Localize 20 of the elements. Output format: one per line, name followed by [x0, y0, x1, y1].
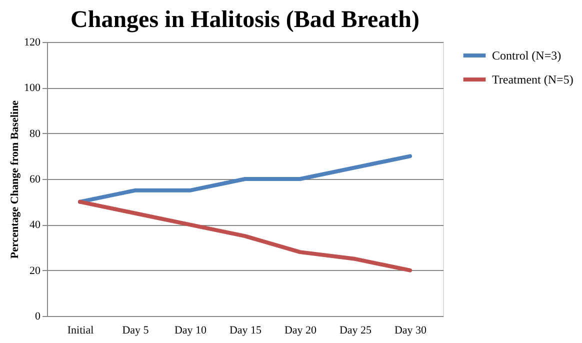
line-series [78, 200, 412, 272]
x-tick-label: Initial [67, 324, 94, 336]
y-axis-title: Percentage Change from Baseline [9, 100, 21, 259]
y-tick-label: 40 [30, 219, 41, 232]
y-tick-label: 100 [24, 82, 41, 94]
legend-label: Control (N=3) [492, 48, 562, 62]
y-tick-label: 20 [30, 264, 41, 277]
legend-label: Treatment (N=5) [492, 72, 574, 86]
y-tick-label: 120 [24, 36, 41, 48]
x-tick-label: Day 20 [284, 324, 318, 336]
x-tick-label: Day 30 [394, 324, 428, 336]
line-series [78, 154, 412, 204]
y-tick-label: 80 [30, 128, 41, 140]
x-tick-label: Day 25 [339, 324, 372, 336]
x-tick-label: Day 5 [122, 324, 150, 336]
chart-title: Changes in Halitosis (Bad Breath) [70, 7, 420, 33]
y-tick-label: 60 [30, 174, 41, 186]
y-tick-label: 0 [35, 310, 41, 322]
x-tick-label: Day 15 [229, 324, 262, 336]
x-tick-label: Day 10 [174, 324, 208, 336]
